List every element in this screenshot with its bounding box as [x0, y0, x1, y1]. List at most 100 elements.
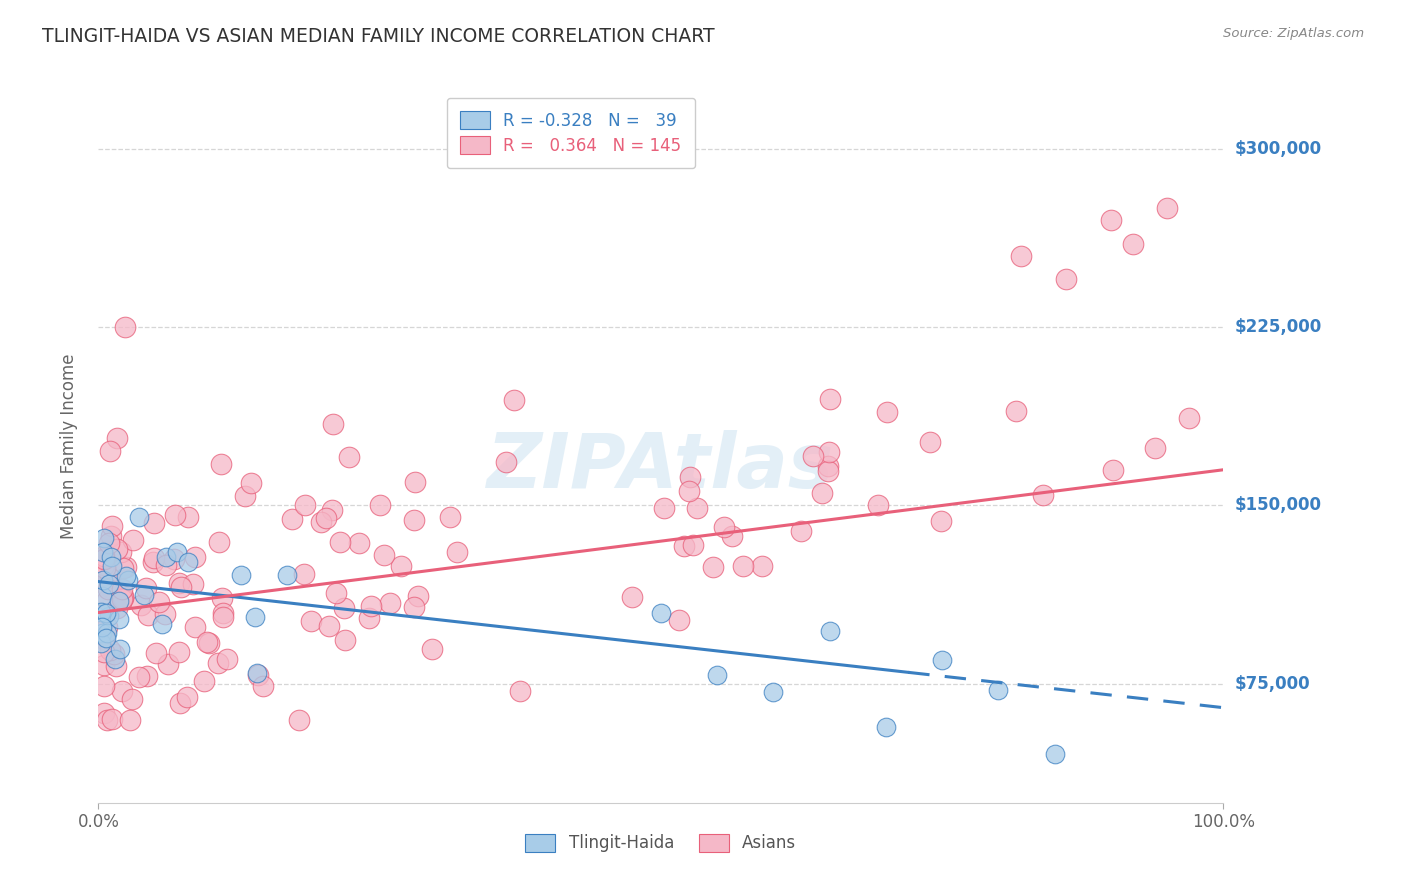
Point: [108, 594, 131, 608]
Point: [439, 510, 461, 524]
Point: [155, 549, 177, 564]
Point: [247, 668, 270, 682]
Point: [404, 600, 426, 615]
Point: [1010, 249, 1032, 263]
Point: [679, 470, 702, 484]
Point: [292, 567, 315, 582]
Point: [105, 431, 128, 445]
Point: [145, 646, 167, 660]
Point: [91, 626, 114, 640]
Point: [105, 659, 128, 673]
Point: [93, 632, 115, 647]
Point: [406, 589, 429, 603]
Point: [136, 607, 159, 622]
Point: [378, 596, 401, 610]
Point: [373, 548, 395, 562]
Point: [875, 720, 897, 734]
Point: [117, 573, 139, 587]
Point: [93, 679, 115, 693]
Point: [121, 692, 143, 706]
Point: [97, 569, 120, 583]
Point: [143, 550, 166, 565]
Point: [104, 651, 127, 665]
Point: [91, 544, 114, 558]
Point: [1032, 488, 1054, 502]
Point: [801, 449, 824, 463]
Point: [98, 444, 121, 458]
Point: [101, 712, 124, 726]
Point: [713, 520, 735, 534]
Point: [706, 668, 728, 682]
Point: [93, 658, 115, 673]
Point: [817, 458, 839, 473]
Point: [349, 536, 371, 550]
Point: [93, 552, 115, 566]
Text: Source: ZipAtlas.com: Source: ZipAtlas.com: [1223, 27, 1364, 40]
Point: [817, 445, 839, 459]
Point: [811, 486, 834, 500]
Point: [360, 599, 382, 613]
Point: [1143, 441, 1166, 455]
Point: [678, 484, 700, 499]
Text: TLINGIT-HAIDA VS ASIAN MEDIAN FAMILY INCOME CORRELATION CHART: TLINGIT-HAIDA VS ASIAN MEDIAN FAMILY INC…: [42, 27, 714, 45]
Point: [650, 606, 672, 620]
Point: [446, 544, 468, 558]
Point: [1156, 201, 1178, 215]
Point: [931, 514, 953, 528]
Point: [184, 620, 207, 634]
Point: [751, 558, 773, 573]
Point: [1099, 213, 1122, 227]
Point: [105, 541, 128, 556]
Point: [96, 593, 118, 607]
Point: [163, 552, 186, 566]
Point: [111, 684, 134, 698]
Point: [97, 577, 120, 591]
Point: [96, 626, 118, 640]
Point: [252, 680, 274, 694]
Point: [321, 503, 343, 517]
Point: [920, 434, 942, 449]
Point: [166, 545, 188, 559]
Point: [211, 607, 233, 621]
Point: [135, 668, 157, 682]
Point: [620, 590, 643, 604]
Point: [93, 531, 115, 545]
Point: [818, 624, 841, 638]
Point: [142, 555, 165, 569]
Point: [105, 601, 128, 615]
Point: [97, 582, 120, 596]
Point: [100, 550, 122, 565]
Point: [325, 586, 347, 600]
Point: [170, 580, 193, 594]
Point: [682, 538, 704, 552]
Point: [176, 690, 198, 704]
Point: [211, 610, 233, 624]
Y-axis label: Median Family Income: Median Family Income: [59, 353, 77, 539]
Text: $225,000: $225,000: [1234, 318, 1322, 336]
Point: [103, 648, 125, 662]
Point: [987, 683, 1010, 698]
Point: [108, 611, 131, 625]
Point: [96, 606, 118, 620]
Point: [101, 558, 124, 573]
Point: [93, 558, 115, 572]
Point: [309, 515, 332, 529]
Point: [98, 536, 121, 550]
Point: [673, 539, 696, 553]
Point: [654, 501, 676, 516]
Point: [287, 713, 309, 727]
Point: [90, 636, 112, 650]
Point: [94, 561, 117, 575]
Point: [211, 457, 233, 471]
Point: [276, 567, 298, 582]
Point: [1178, 411, 1201, 425]
Point: [167, 575, 190, 590]
Point: [329, 534, 352, 549]
Point: [207, 657, 229, 671]
Point: [790, 524, 813, 538]
Point: [93, 551, 115, 566]
Point: [177, 509, 200, 524]
Point: [195, 635, 218, 649]
Point: [702, 560, 724, 574]
Point: [115, 568, 138, 582]
